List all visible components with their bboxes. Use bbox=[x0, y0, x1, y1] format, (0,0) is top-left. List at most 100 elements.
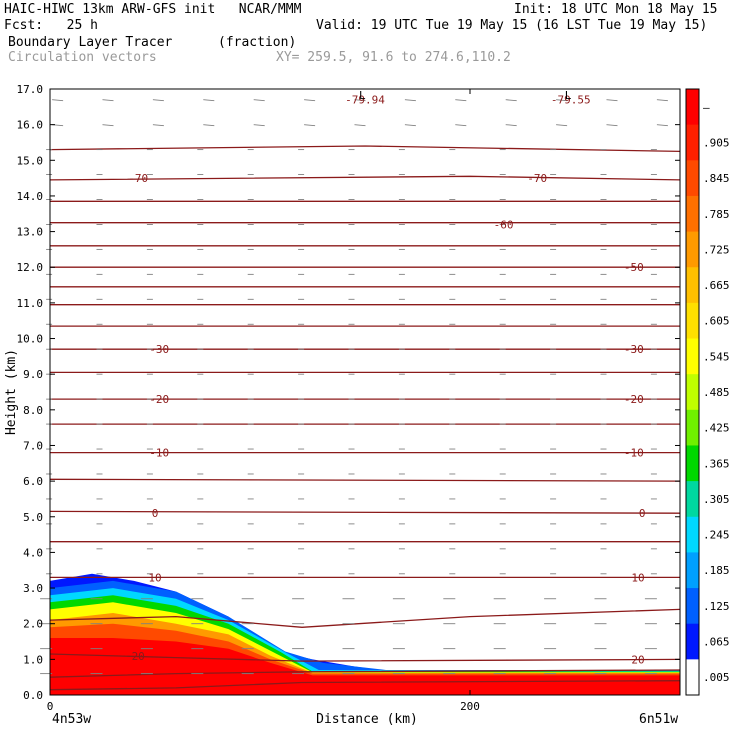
colorbar-swatch bbox=[686, 338, 699, 375]
isotherm-line bbox=[49, 145, 681, 153]
header-line2-left: Fcst: 25 h bbox=[4, 18, 98, 33]
contour-label: -10 bbox=[149, 447, 169, 460]
contour-label: -50 bbox=[624, 261, 644, 274]
contour-label: 0 bbox=[639, 507, 646, 520]
vector-arrow bbox=[656, 124, 668, 127]
colorbar-label: .725 bbox=[703, 243, 730, 256]
tracer-fill-layer bbox=[50, 89, 680, 695]
vector-arrow bbox=[556, 99, 568, 102]
header-line2-right: Valid: 19 UTC Tue 19 May 15 (16 LST Tue … bbox=[316, 18, 708, 33]
contour-label: 20 bbox=[631, 653, 644, 666]
vector-arrow bbox=[102, 124, 114, 127]
isotherm-line bbox=[49, 653, 681, 662]
colorbar-swatch bbox=[686, 409, 699, 446]
vector-arrow bbox=[505, 124, 517, 127]
y-tick-label: 15.0 bbox=[17, 154, 44, 167]
y-tick-label: 2.0 bbox=[23, 618, 43, 631]
colorbar-swatch bbox=[686, 623, 699, 660]
colorbar-swatch bbox=[686, 588, 699, 625]
contour-labels: -79.94 -79.55 -70 -70 -60 -50 -30 -30 -20 -20 -10 -… bbox=[128, 89, 646, 666]
contour-label: -79.55 bbox=[551, 94, 591, 107]
y-tick-label: 7.0 bbox=[23, 439, 43, 452]
vector-arrow bbox=[253, 99, 265, 102]
header-line1-right: Init: 18 UTC Mon 18 May 15 bbox=[514, 2, 718, 17]
y-tick-label: 5.0 bbox=[23, 511, 43, 524]
vector-arrow bbox=[304, 99, 316, 102]
vector-arrow bbox=[556, 124, 568, 127]
y-tick-label: 6.0 bbox=[23, 475, 43, 488]
isotherm-line bbox=[49, 680, 681, 691]
contour-label: -30 bbox=[149, 343, 169, 356]
contour-label: -70 bbox=[128, 172, 148, 185]
colorbar-label: .785 bbox=[703, 208, 730, 221]
colorbar-label: .305 bbox=[703, 493, 730, 506]
x-endpoint-left: 4n53w bbox=[52, 712, 91, 727]
x-axis-label: Distance (km) bbox=[316, 712, 418, 727]
colorbar-swatch bbox=[686, 195, 699, 233]
low-marker: L bbox=[565, 89, 572, 102]
colorbar-swatch bbox=[686, 659, 699, 696]
y-tick-label: 4.0 bbox=[23, 546, 43, 559]
x-tick-label: 0 bbox=[47, 700, 54, 713]
overlay-name: Circulation vectors bbox=[8, 50, 157, 65]
y-tick-label: 3.0 bbox=[23, 582, 43, 595]
circulation-vectors bbox=[40, 99, 668, 675]
contour-label: 0 bbox=[152, 507, 159, 520]
isotherm-line bbox=[49, 175, 681, 181]
isotherm-contours bbox=[49, 145, 681, 691]
y-tick-label: 8.0 bbox=[23, 404, 43, 417]
colorbar-swatch bbox=[686, 481, 699, 518]
y-tick-label: 14.0 bbox=[17, 190, 44, 203]
colorbar-label: .485 bbox=[703, 386, 730, 399]
colorbar-label: .185 bbox=[703, 564, 730, 577]
vector-arrow bbox=[102, 99, 114, 102]
vector-arrow bbox=[152, 99, 164, 102]
colorbar-swatch bbox=[686, 302, 699, 340]
axes: 0.0 1.0 2.0 3.0 4.0 5.0 6.0 7.0 8.0 9.0 10.0 11.0 12… bbox=[17, 83, 681, 713]
vector-arrow bbox=[505, 99, 517, 102]
vector-arrow bbox=[354, 99, 366, 102]
y-tick-label: 17.0 bbox=[17, 83, 44, 96]
colorbar-label: .545 bbox=[703, 350, 730, 363]
colorbar-label: .845 bbox=[703, 172, 730, 185]
y-tick-label: 0.0 bbox=[23, 689, 43, 702]
colorbar-swatch bbox=[686, 445, 699, 482]
x-tick-label: 200 bbox=[460, 700, 480, 713]
isotherm-line bbox=[49, 478, 681, 482]
y-tick-label: 11.0 bbox=[17, 297, 44, 310]
contour-label: -20 bbox=[149, 393, 169, 406]
field-units: (fraction) bbox=[218, 35, 297, 50]
colorbar-label: .125 bbox=[703, 600, 730, 613]
vector-arrow bbox=[152, 124, 164, 127]
y-tick-label: 10.0 bbox=[17, 333, 44, 346]
low-marker: L bbox=[359, 89, 366, 102]
contour-label: -79.94 bbox=[345, 94, 385, 107]
header-line1-left: HAIC-HIWC 13km ARW-GFS init NCAR/MMM bbox=[4, 2, 302, 17]
vector-arrow bbox=[253, 124, 265, 127]
contour-label: 10 bbox=[631, 571, 644, 584]
xy-range: XY= 259.5, 91.6 to 274.6,110.2 bbox=[276, 50, 511, 65]
y-tick-label: 16.0 bbox=[17, 119, 44, 132]
colorbar-swatch bbox=[686, 267, 699, 304]
colorbar-swatch bbox=[686, 374, 699, 411]
colorbar-swatch bbox=[686, 516, 699, 553]
colorbar-label: – bbox=[703, 101, 710, 114]
isotherm-line bbox=[49, 669, 681, 678]
tracer-band bbox=[50, 638, 680, 695]
contour-label: -10 bbox=[624, 447, 644, 460]
colorbar-label: .365 bbox=[703, 457, 730, 470]
vector-arrow bbox=[455, 124, 467, 127]
colorbar-label: .065 bbox=[703, 636, 730, 649]
colorbar-label: .605 bbox=[703, 315, 730, 328]
vector-arrow bbox=[455, 99, 467, 102]
colorbar-swatch bbox=[686, 160, 699, 197]
y-tick-label: 9.0 bbox=[23, 368, 43, 381]
vector-arrow bbox=[52, 99, 64, 102]
contour-label: 10 bbox=[148, 571, 161, 584]
vector-arrow bbox=[203, 124, 215, 127]
y-axis-label: Height (km) bbox=[4, 349, 19, 435]
y-tick-label: 12.0 bbox=[17, 261, 44, 274]
contour-label: -30 bbox=[624, 343, 644, 356]
contour-label: -60 bbox=[494, 218, 514, 231]
colorbar-label: .005 bbox=[703, 671, 730, 684]
